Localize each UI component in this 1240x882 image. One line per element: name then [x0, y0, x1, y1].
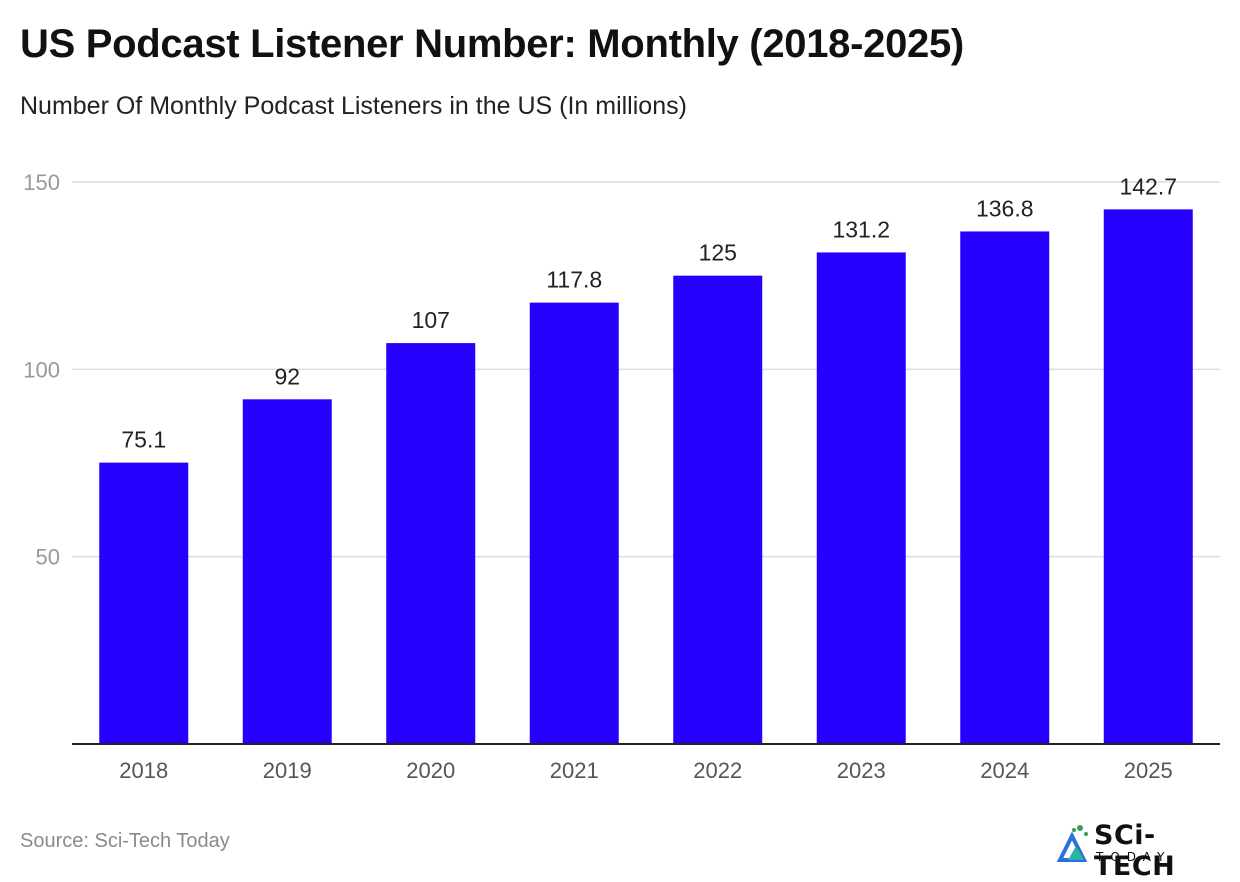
- bar: [816, 252, 906, 745]
- bar: [960, 231, 1050, 744]
- chart-subtitle: Number Of Monthly Podcast Listeners in t…: [20, 92, 687, 120]
- bar: [1103, 209, 1193, 745]
- x-tick-label: 2020: [406, 758, 455, 783]
- data-label: 75.1: [121, 427, 166, 453]
- x-tick-label: 2024: [980, 758, 1029, 783]
- source-note: Source: Sci-Tech Today: [20, 830, 230, 852]
- data-label: 92: [274, 363, 300, 389]
- x-tick-label: 2018: [119, 758, 168, 783]
- data-label: 142.7: [1119, 173, 1177, 199]
- bar: [242, 399, 332, 744]
- data-label: 125: [699, 240, 737, 266]
- data-label: 136.8: [976, 195, 1034, 221]
- chart-title: US Podcast Listener Number: Monthly (201…: [20, 22, 964, 66]
- data-label: 117.8: [546, 267, 602, 293]
- data-label: 107: [412, 307, 450, 333]
- logo-text: SCi-TECH: [1094, 820, 1176, 882]
- bar: [673, 275, 763, 744]
- sci-tech-today-logo: SCi-TECH TODAY: [1056, 820, 1231, 882]
- x-tick-label: 2019: [263, 758, 312, 783]
- bar: [529, 302, 619, 744]
- logo-mark-icon: [1056, 825, 1088, 862]
- bar: [386, 343, 476, 744]
- x-tick-label: 2023: [837, 758, 886, 783]
- y-tick-label: 150: [23, 170, 60, 195]
- bar: [99, 462, 189, 744]
- x-tick-label: 2025: [1124, 758, 1173, 783]
- x-tick-label: 2021: [550, 758, 599, 783]
- y-tick-label: 50: [36, 545, 60, 570]
- data-label: 131.2: [832, 216, 890, 242]
- x-tick-label: 2022: [693, 758, 742, 783]
- bar-chart: 50 100 150 75.1 2018 92 2019 107 2020 117.8 2021 12…: [23, 170, 1220, 783]
- y-tick-label: 100: [23, 357, 60, 382]
- logo-subtext: TODAY: [1096, 850, 1172, 864]
